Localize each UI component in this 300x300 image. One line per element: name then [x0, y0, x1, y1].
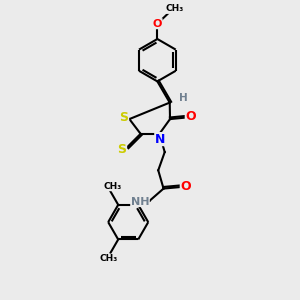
Text: S: S — [120, 111, 129, 124]
Text: CH₃: CH₃ — [100, 254, 118, 263]
Text: O: O — [185, 110, 196, 123]
Text: N: N — [155, 133, 165, 146]
Text: H: H — [178, 93, 188, 103]
Text: CH₃: CH₃ — [104, 182, 122, 191]
Text: CH₃: CH₃ — [166, 4, 184, 14]
Text: O: O — [180, 180, 191, 193]
Text: NH: NH — [131, 196, 149, 206]
Text: S: S — [118, 143, 127, 157]
Text: O: O — [153, 19, 162, 29]
